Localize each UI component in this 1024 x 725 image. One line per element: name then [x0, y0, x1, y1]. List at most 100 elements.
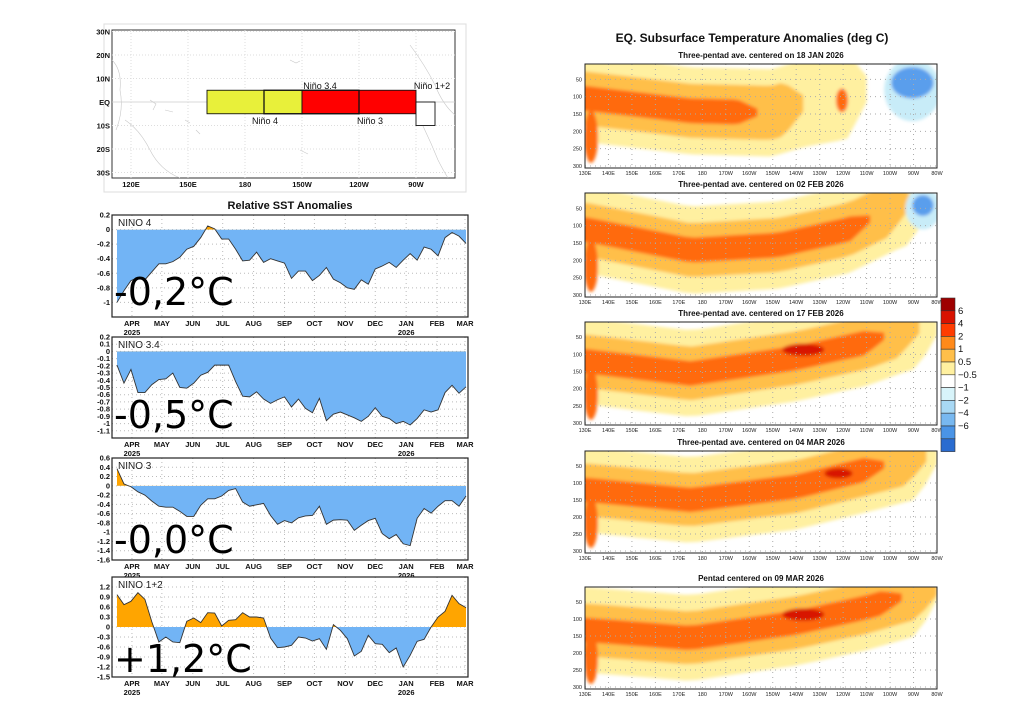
y-tick-label: -0.8 [97, 518, 110, 527]
month-label: MAR [456, 562, 474, 571]
x-tick-label: 90W [908, 692, 920, 698]
colorbar-label: −1 [958, 383, 969, 394]
panel-label: NINO 4 [118, 218, 152, 229]
x-tick-label: 170W [719, 300, 734, 306]
x-tick-label: 170E [672, 300, 685, 306]
panel-title: Three-pentad ave. centered on 04 MAR 202… [677, 438, 845, 447]
subsurface-panels: Three-pentad ave. centered on 18 JAN 202… [573, 51, 944, 698]
y-tick-label: 300 [573, 293, 582, 299]
month-label: JUN [185, 562, 200, 571]
x-tick-label: 180 [698, 300, 707, 306]
lon-label: 90W [408, 180, 424, 189]
x-tick-label: 150W [766, 556, 781, 562]
month-label: OCT [307, 319, 323, 328]
month-label: DEC [367, 679, 383, 688]
y-tick-label: 250 [573, 532, 582, 538]
x-tick-label: 140E [602, 300, 615, 306]
y-tick-label: 0.6 [100, 603, 110, 612]
y-tick-label: 1.2 [100, 583, 110, 592]
year-label: 2026 [398, 688, 415, 697]
region-box-nio4 [207, 90, 302, 114]
y-tick-label: 200 [573, 387, 582, 393]
colorbar-swatch [941, 400, 955, 413]
month-label: JUL [216, 319, 231, 328]
x-tick-label: 170W [719, 692, 734, 698]
month-label: OCT [307, 562, 323, 571]
x-tick-label: 100W [883, 428, 898, 434]
x-tick-label: 140E [602, 692, 615, 698]
x-tick-label: 110W [860, 300, 875, 306]
x-tick-label: 160W [742, 428, 757, 434]
y-tick-label: -0.6 [97, 269, 110, 278]
x-tick-label: 100W [883, 300, 898, 306]
x-tick-label: 170E [672, 428, 685, 434]
month-label: AUG [245, 440, 262, 449]
y-tick-label: 0.9 [100, 593, 110, 602]
colorbar-swatch [941, 388, 955, 401]
y-tick-label: 300 [573, 685, 582, 691]
y-tick-label: 0.4 [100, 463, 111, 472]
colorbar-label: 0.5 [958, 357, 971, 368]
month-label: OCT [307, 679, 323, 688]
month-label: AUG [245, 319, 262, 328]
colorbar-swatch [941, 362, 955, 375]
x-tick-label: 160W [742, 300, 757, 306]
x-tick-label: 150W [766, 428, 781, 434]
y-tick-label: 250 [573, 276, 582, 282]
y-tick-label: 200 [573, 515, 582, 521]
x-tick-label: 90W [908, 300, 920, 306]
region-box-nio12 [416, 102, 435, 126]
x-tick-label: 160W [742, 692, 757, 698]
y-tick-label: 100 [573, 224, 582, 230]
y-tick-label: 0.3 [100, 613, 110, 622]
colorbar-label: −2 [958, 395, 969, 406]
y-tick-label: 200 [573, 258, 582, 264]
panel-title: Three-pentad ave. centered on 17 FEB 202… [678, 309, 844, 318]
x-tick-label: 100W [883, 556, 898, 562]
x-tick-label: 90W [908, 556, 920, 562]
x-tick-label: 150W [766, 300, 781, 306]
colorbar-swatch [941, 439, 955, 452]
x-tick-label: 180 [698, 428, 707, 434]
month-label: JUL [216, 440, 231, 449]
x-tick-label: 150W [766, 171, 781, 177]
x-tick-label: 150E [626, 300, 639, 306]
y-tick-label: 300 [573, 164, 582, 170]
y-tick-label: -1 [103, 528, 110, 537]
x-tick-label: 160E [649, 556, 662, 562]
month-label: FEB [430, 679, 446, 688]
x-tick-label: 150W [766, 692, 781, 698]
x-tick-label: 180 [698, 171, 707, 177]
y-tick-label: 200 [573, 129, 582, 135]
x-tick-label: 110W [860, 556, 875, 562]
y-tick-label: 50 [576, 77, 582, 83]
month-label: MAY [154, 440, 170, 449]
sst-panel-3: 0.60.40.20-0.2-0.4-0.6-0.8-1-1.2-1.4-1.6… [97, 454, 474, 581]
y-tick-label: -0.2 [97, 240, 110, 249]
panel-label: NINO 3.4 [118, 340, 160, 351]
y-tick-label: -0.6 [97, 643, 110, 652]
x-tick-label: 160E [649, 171, 662, 177]
x-tick-label: 120W [836, 556, 851, 562]
x-tick-label: 130E [579, 428, 592, 434]
x-tick-label: 140W [789, 428, 804, 434]
strong-warm-core [782, 344, 824, 356]
overlay-anomaly-label: -0,2°C [114, 270, 234, 314]
y-tick-label: 150 [573, 112, 582, 118]
month-label: DEC [367, 562, 383, 571]
lon-label: 150E [179, 180, 197, 189]
month-label: APR [124, 440, 140, 449]
overlay-anomaly-label: -0,5°C [114, 393, 234, 437]
y-tick-label: 0 [106, 225, 110, 234]
year-label: 2026 [398, 449, 415, 458]
lon-label: 120E [122, 180, 140, 189]
x-tick-label: 150E [626, 556, 639, 562]
panel-label: NINO 3 [118, 461, 152, 472]
overlay-anomaly-label: -0,0°C [114, 518, 234, 562]
month-label: FEB [430, 440, 446, 449]
month-label: NOV [337, 562, 353, 571]
colorbar-label: 1 [958, 344, 963, 355]
sst-panel-2: 0.20.10-0.1-0.2-0.3-0.4-0.5-0.6-0.7-0.8-… [97, 333, 474, 459]
month-label: OCT [307, 440, 323, 449]
